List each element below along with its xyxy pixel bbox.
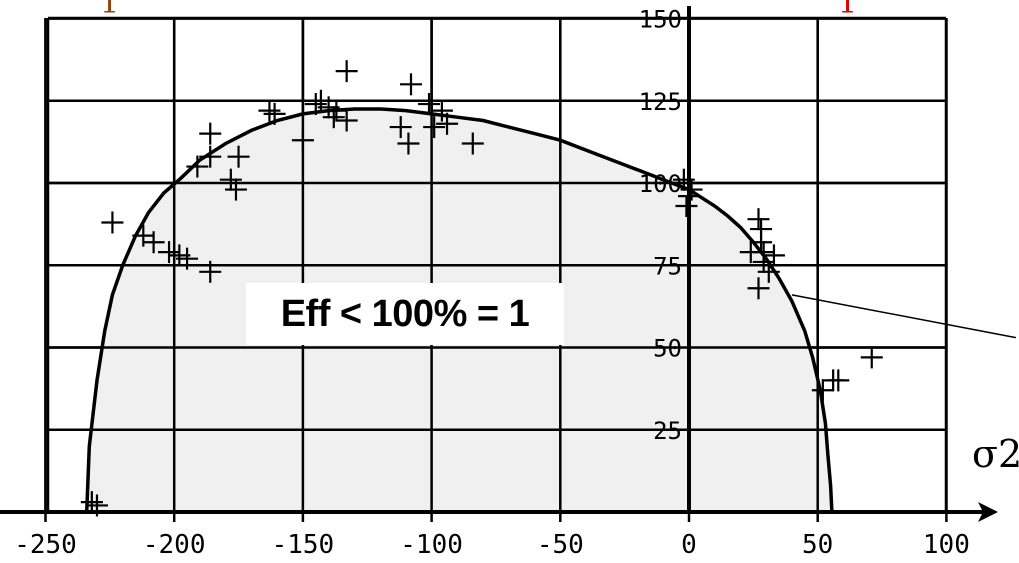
data-point (227, 145, 250, 168)
x-tick-label: -200 (143, 530, 206, 560)
data-point (747, 208, 770, 231)
data-point (101, 211, 124, 234)
data-point (750, 231, 773, 254)
data-point (219, 168, 242, 191)
data-point (739, 241, 762, 264)
x-tick-label: 100 (923, 530, 970, 560)
x-tick-label: -100 (400, 530, 463, 560)
data-point (436, 112, 459, 135)
data-point (397, 132, 420, 155)
annotation-text: Eff < 100% = 1 (280, 292, 530, 335)
y-tick-label: 75 (653, 252, 682, 280)
x-tick-label: -50 (537, 530, 584, 560)
data-point (304, 93, 327, 116)
data-point (757, 260, 780, 283)
data-point (680, 178, 703, 201)
corner-mark-left: 1 (100, 0, 120, 21)
data-point (335, 60, 358, 83)
x-tick-labels: -250 -200 -150 -100 -50 0 50 100 (14, 530, 970, 560)
data-point (142, 231, 165, 254)
y-tick-label: 100 (639, 170, 682, 198)
data-point (80, 491, 103, 514)
data-point (199, 122, 222, 145)
data-point (258, 99, 281, 122)
y-tick-label: 25 (653, 417, 682, 445)
data-point (199, 260, 222, 283)
y-tick-label: 150 (639, 6, 682, 34)
x-tick-label: -250 (14, 530, 77, 560)
data-point (199, 145, 222, 168)
data-point (186, 155, 209, 178)
data-point (675, 195, 698, 218)
data-point (461, 132, 484, 155)
data-point (176, 247, 199, 270)
y-tick-labels: 25 50 75 100 125 150 (639, 6, 682, 445)
data-point (860, 346, 883, 369)
failure-envelope-curve (84, 107, 834, 513)
data-point (291, 129, 314, 152)
data-point (418, 93, 441, 116)
pointer-line (791, 294, 1017, 339)
data-point (827, 369, 850, 392)
x-axis-arrow (978, 502, 998, 522)
y-tick-label: 125 (639, 88, 682, 116)
x-tick-label: 0 (681, 530, 697, 560)
x-tick-label: -150 (272, 530, 335, 560)
y-tick-label: 50 (653, 335, 682, 363)
data-point (224, 178, 247, 201)
data-point (158, 241, 181, 264)
data-point (335, 109, 358, 132)
x-tick-label: 50 (802, 530, 833, 560)
data-point (325, 99, 348, 122)
corner-mark-right: 1 (838, 0, 858, 21)
data-point (389, 116, 412, 139)
data-point (263, 102, 286, 125)
data-point (400, 73, 423, 96)
annotation-box: Eff < 100% = 1 (246, 283, 564, 345)
data-point (811, 379, 834, 402)
data-point (430, 99, 453, 122)
axes (0, 6, 998, 522)
data-point (747, 277, 770, 300)
data-point (423, 116, 446, 139)
x-axis-label: σ2 (972, 432, 1019, 476)
data-point (762, 244, 785, 267)
